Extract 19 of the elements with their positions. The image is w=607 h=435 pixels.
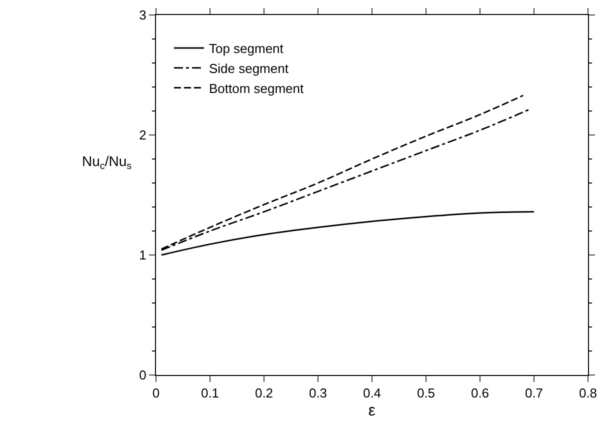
- x-tick-label: 0.2: [254, 386, 274, 401]
- x-tick-label: 0.1: [200, 386, 220, 401]
- x-tick-label: 0.4: [362, 386, 382, 401]
- x-tick-label: 0.3: [308, 386, 328, 401]
- x-tick-label: 0.8: [578, 386, 598, 401]
- y-tick-label: 2: [139, 128, 146, 143]
- x-tick-label: 0.7: [524, 386, 544, 401]
- line-series: [160, 211, 535, 256]
- y-tick-label: 3: [139, 8, 146, 23]
- y-tick-label: 0: [139, 368, 146, 383]
- x-tick-label: 0.5: [416, 386, 436, 401]
- x-tick-label: 0.6: [470, 386, 490, 401]
- x-tick-label: 0: [152, 386, 160, 401]
- legend-label: Top segment: [208, 41, 284, 56]
- y-tick-label: 1: [139, 248, 146, 263]
- y-axis-title: Nu$_{c}$/Nu$_{s}$: [82, 153, 132, 172]
- x-axis-title: ε: [368, 402, 376, 420]
- legend-label: Bottom segment: [208, 80, 304, 96]
- legend-label: Side segment: [208, 60, 289, 76]
